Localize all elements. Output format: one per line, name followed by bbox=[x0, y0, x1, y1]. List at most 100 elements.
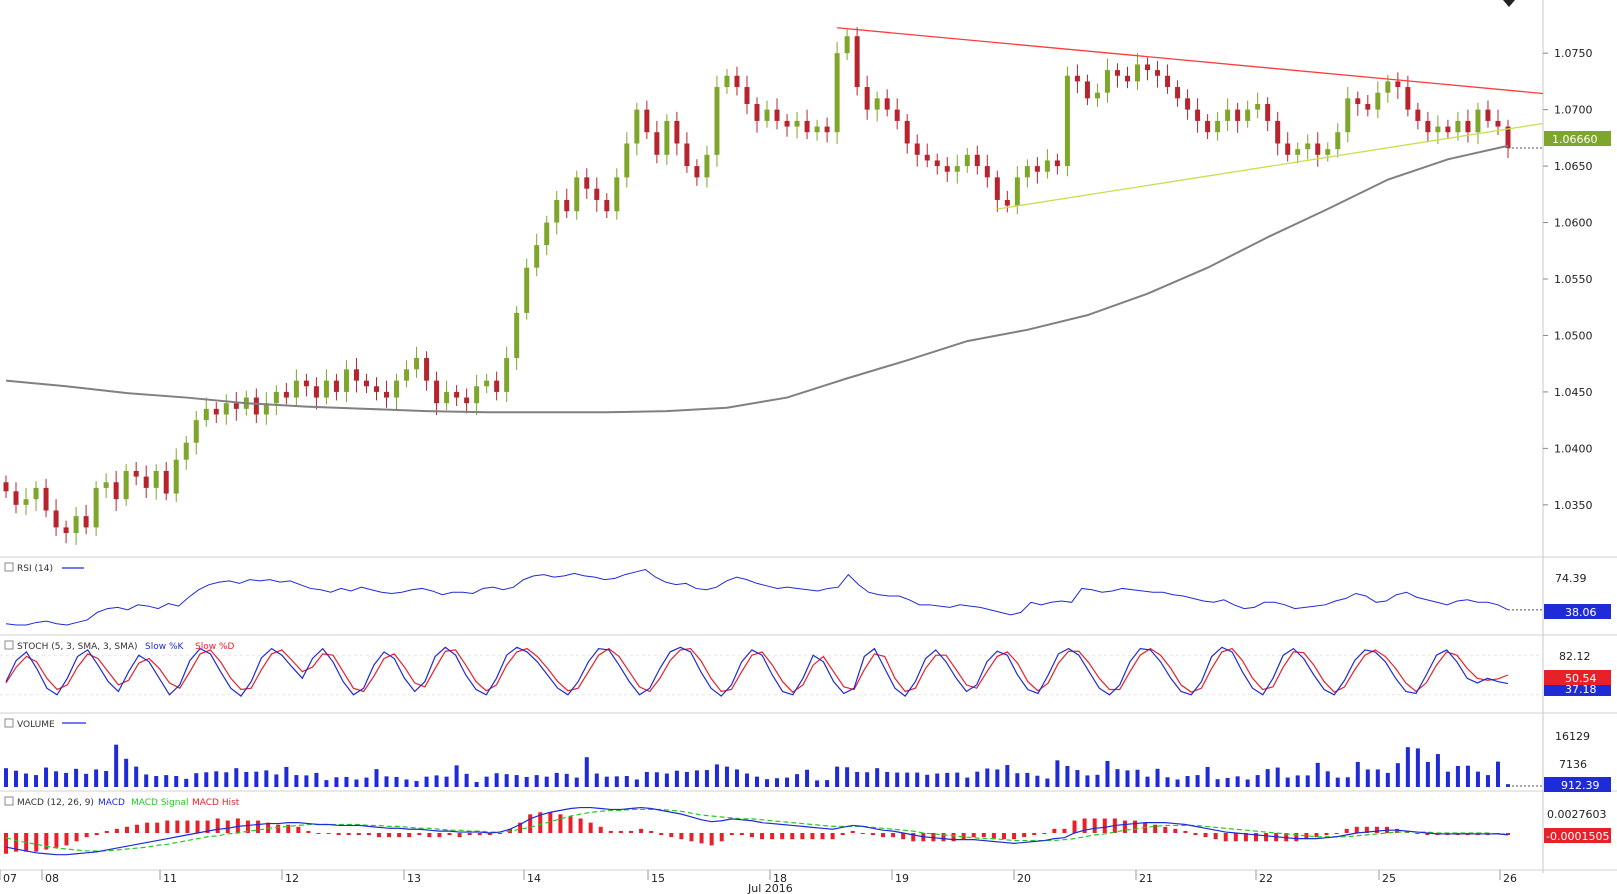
volume-bar bbox=[1135, 769, 1140, 787]
volume-bar bbox=[1195, 775, 1200, 787]
macd-hist-bar bbox=[669, 833, 674, 838]
candle-body bbox=[373, 386, 379, 392]
price-tick-label: 1.0350 bbox=[1554, 499, 1593, 512]
volume-bar bbox=[1095, 774, 1100, 787]
candle-body bbox=[253, 397, 259, 415]
rsi-last-label: 38.06 bbox=[1544, 604, 1611, 619]
macd-title[interactable]: MACD (12, 26, 9) MACD MACD Signal MACD H… bbox=[4, 796, 240, 808]
candle-body bbox=[1385, 81, 1391, 93]
macd-hist-bar bbox=[749, 833, 754, 838]
stoch-pane[interactable] bbox=[0, 646, 1543, 697]
macd-hist-bar bbox=[195, 820, 200, 833]
candle-body bbox=[994, 177, 1000, 200]
time-tick-label: 13 bbox=[407, 872, 421, 885]
volume-bar bbox=[424, 776, 429, 787]
macd-hist-bar bbox=[467, 833, 472, 836]
macd-hist-bar bbox=[215, 818, 220, 833]
volume-bar bbox=[124, 758, 129, 787]
volume-pane[interactable] bbox=[4, 744, 1543, 787]
volume-bar bbox=[154, 776, 159, 787]
macd-hist-bar bbox=[104, 830, 109, 833]
volume-bar bbox=[875, 768, 880, 787]
macd-pane[interactable] bbox=[4, 806, 1510, 856]
volume-bar bbox=[704, 770, 709, 787]
volume-bar bbox=[284, 766, 289, 787]
volume-bar bbox=[1025, 772, 1030, 787]
macd-hist-bar bbox=[1062, 828, 1067, 833]
collapse-arrow-icon[interactable] bbox=[1503, 0, 1515, 7]
candle-body bbox=[33, 487, 39, 500]
volume-bar bbox=[744, 773, 749, 787]
candle-body bbox=[904, 120, 910, 144]
volume-bar bbox=[674, 770, 679, 787]
volume-bar bbox=[1185, 776, 1190, 787]
candle-body bbox=[554, 199, 560, 223]
candle-body bbox=[794, 120, 800, 127]
volume-bar bbox=[234, 768, 239, 787]
rsi-title[interactable]: RSI (14) bbox=[4, 562, 84, 574]
candle-body bbox=[814, 126, 820, 133]
volume-bar bbox=[1165, 777, 1170, 787]
candle-body bbox=[1495, 120, 1501, 127]
macd-hist-bar bbox=[1122, 820, 1127, 833]
volume-bar bbox=[84, 773, 89, 787]
volume-bar bbox=[94, 769, 99, 787]
candle-body bbox=[333, 380, 339, 392]
price-pane[interactable] bbox=[3, 27, 1544, 545]
volume-bar bbox=[925, 774, 930, 787]
volume-title[interactable]: VOLUME bbox=[4, 718, 86, 730]
time-tick-label: 22 bbox=[1259, 872, 1273, 885]
time-tick-label: 21 bbox=[1139, 872, 1153, 885]
macd-hist-bar bbox=[981, 833, 986, 838]
macd-hist-bar bbox=[528, 814, 533, 833]
candle-body bbox=[1245, 109, 1251, 121]
volume-bar bbox=[534, 775, 539, 787]
macd-hist-bar bbox=[538, 812, 543, 833]
volume-bar bbox=[404, 779, 409, 787]
volume-bar bbox=[734, 769, 739, 787]
candle-body bbox=[664, 120, 670, 155]
macd-hist-bar bbox=[326, 833, 331, 834]
volume-bar bbox=[324, 780, 329, 787]
candle-body bbox=[1124, 75, 1130, 82]
stoch-title[interactable]: STOCH (5, 3, SMA, 3, SMA) Slow %K Slow %… bbox=[4, 640, 234, 652]
macd-hist-bar bbox=[699, 833, 704, 844]
candle-body bbox=[844, 36, 850, 54]
time-tick-label: 08 bbox=[45, 872, 59, 885]
volume-bar bbox=[574, 777, 579, 787]
resistance-trendline bbox=[837, 27, 1544, 95]
volume-bar bbox=[765, 779, 770, 787]
volume-bar bbox=[724, 766, 729, 787]
macd-hist-bar bbox=[296, 826, 301, 833]
candle-body bbox=[764, 109, 770, 121]
macd-hist-bar bbox=[1153, 824, 1158, 833]
macd-hist-bar bbox=[1213, 833, 1218, 840]
volume-bar bbox=[1385, 772, 1390, 787]
candle-body bbox=[694, 166, 700, 178]
candle-body bbox=[123, 470, 129, 500]
macd-hist-bar bbox=[790, 833, 795, 840]
macd-hist-bar bbox=[941, 833, 946, 842]
time-tick-label: 12 bbox=[285, 872, 299, 885]
candle-body bbox=[734, 75, 740, 88]
macd-hist-bar bbox=[770, 833, 775, 840]
macd-hist-bar bbox=[94, 833, 99, 836]
volume-bar bbox=[1285, 777, 1290, 787]
candle-body bbox=[23, 499, 29, 505]
candle-body bbox=[434, 380, 440, 404]
candle-body bbox=[1335, 132, 1341, 150]
volume-bar bbox=[1455, 765, 1460, 787]
volume-bar bbox=[975, 771, 980, 787]
macd-hist-bar bbox=[1133, 820, 1138, 833]
volume-bar bbox=[905, 772, 910, 787]
candle-body bbox=[714, 87, 720, 155]
candle-body bbox=[293, 380, 299, 398]
rsi-pane[interactable] bbox=[5, 569, 1543, 626]
macd-hist-bar bbox=[1264, 833, 1269, 842]
macd-hist-bar bbox=[165, 820, 170, 833]
candle-body bbox=[414, 358, 420, 370]
volume-bar bbox=[364, 777, 369, 787]
macd-hist-bar bbox=[316, 833, 321, 834]
time-tick-label: 20 bbox=[1017, 872, 1031, 885]
macd-hist-bar bbox=[1072, 820, 1077, 833]
